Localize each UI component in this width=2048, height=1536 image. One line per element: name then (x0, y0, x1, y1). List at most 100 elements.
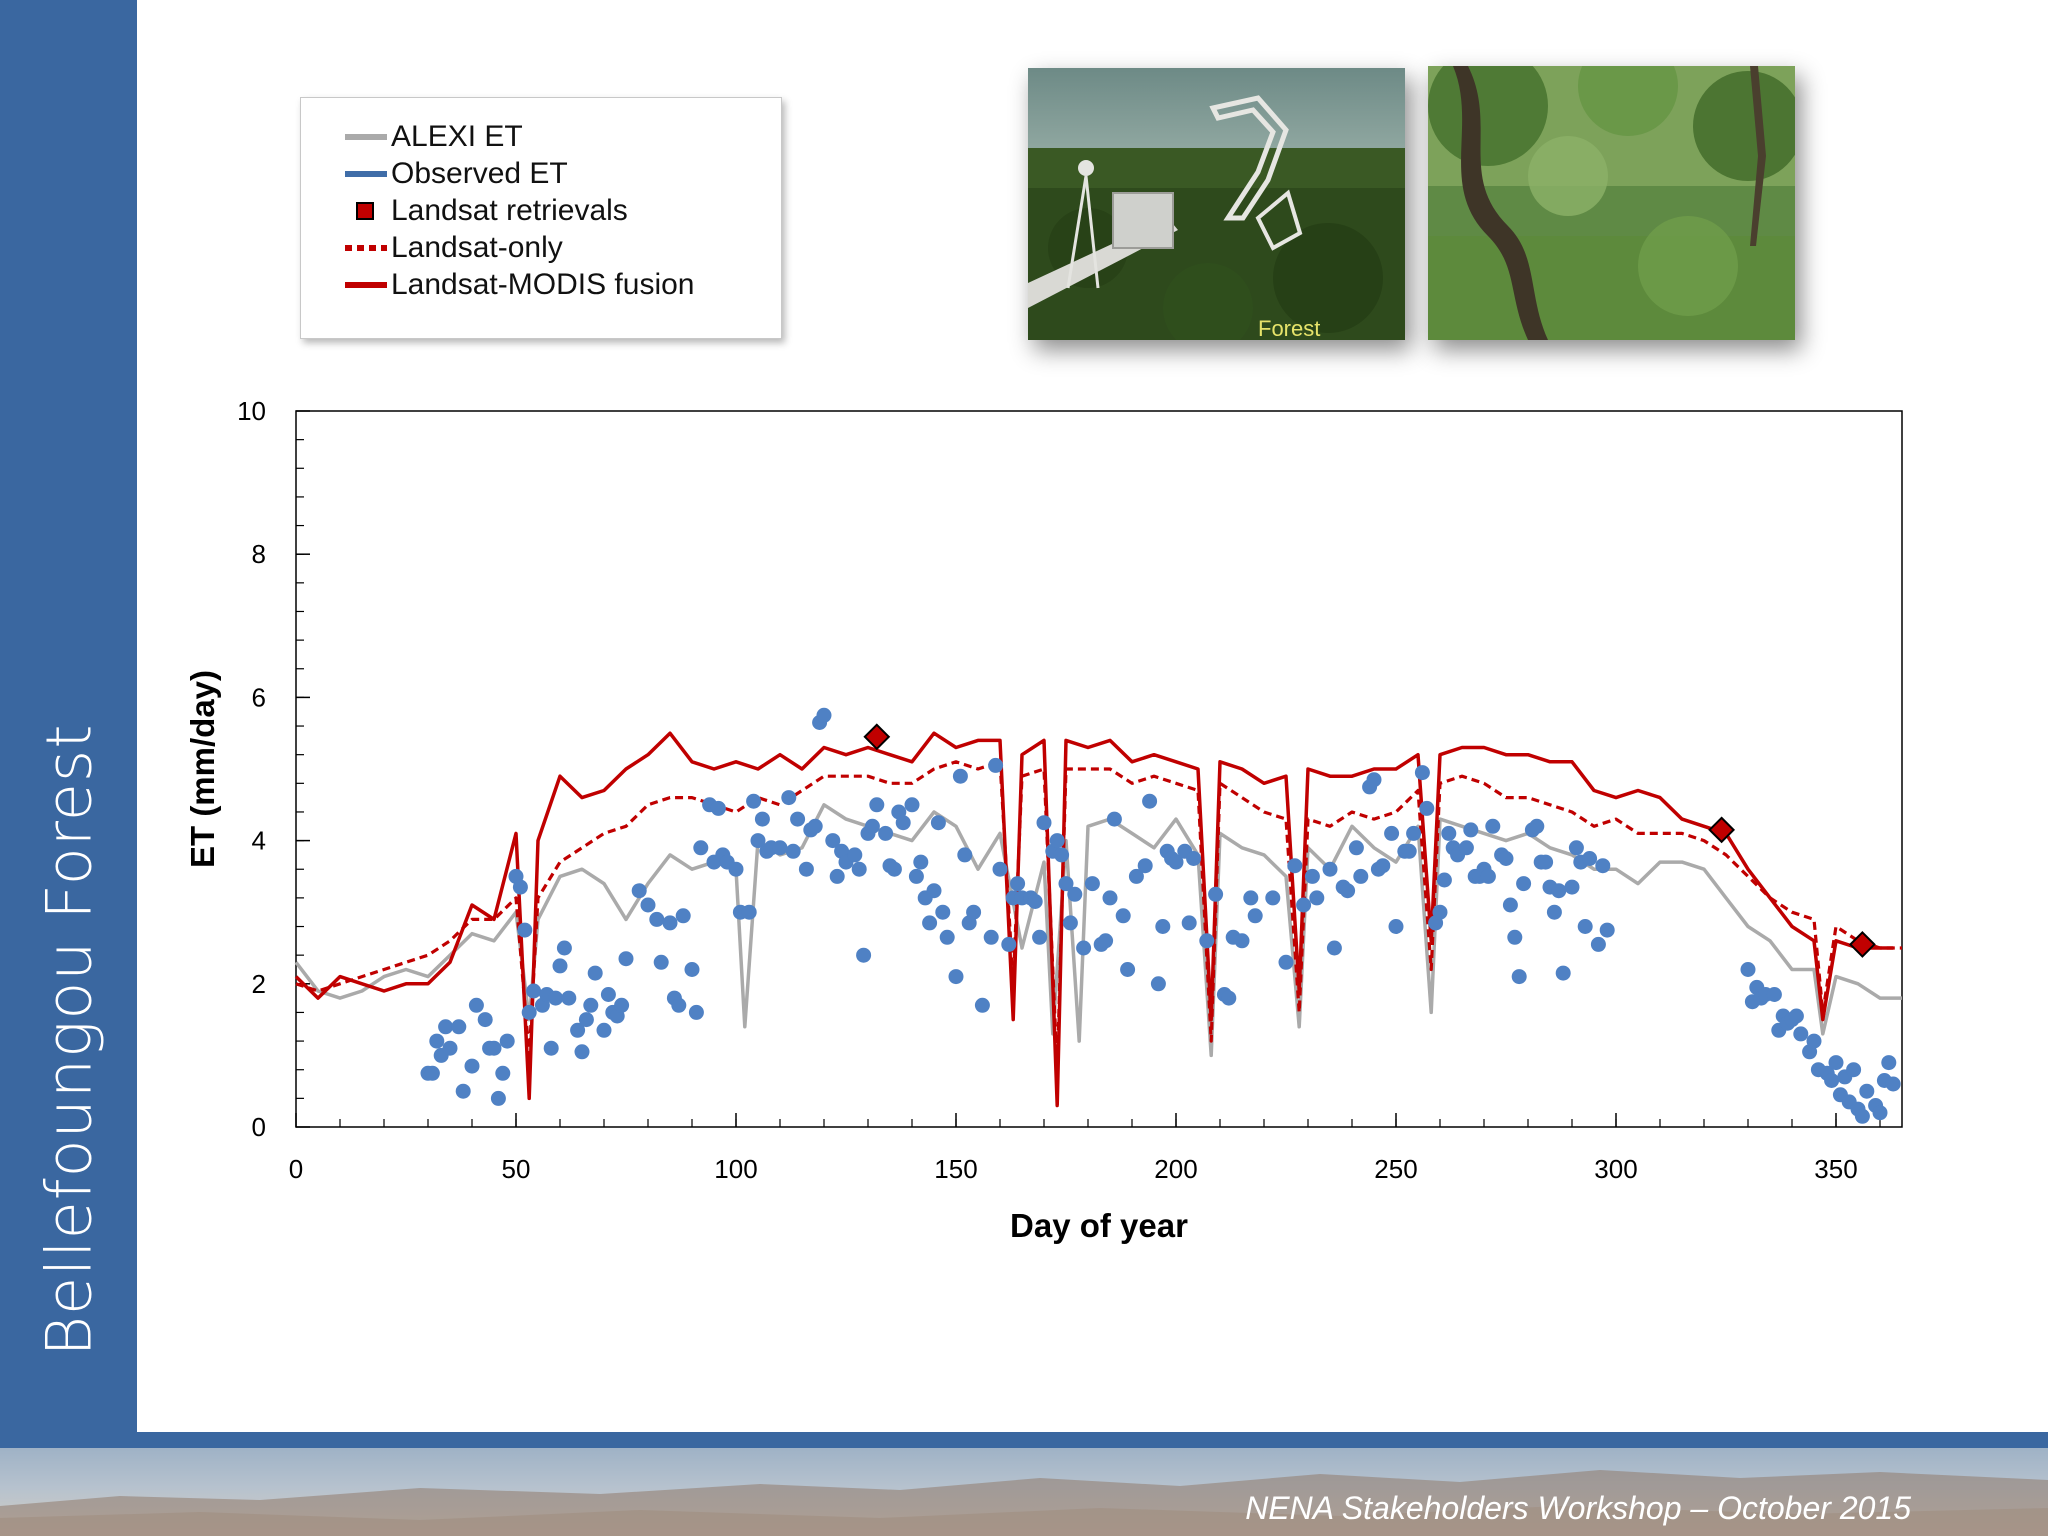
y-tick-label: 2 (252, 969, 266, 999)
observed-point (741, 904, 757, 920)
observed-point (1049, 833, 1065, 849)
observed-point (1106, 811, 1122, 827)
observed-point (1546, 904, 1562, 920)
observed-point (1516, 876, 1532, 892)
observed-point (952, 768, 968, 784)
observed-point (807, 818, 823, 834)
legend-item-landsat-only: Landsat-only (345, 229, 563, 266)
observed-point (1054, 847, 1070, 863)
observed-point (552, 958, 568, 974)
observed-point (424, 1065, 440, 1081)
landsat-retrieval-marker (863, 723, 891, 751)
observed-point (1502, 897, 1518, 913)
observed-point (1595, 858, 1611, 874)
legend-label: Landsat retrievals (391, 193, 628, 227)
observed-point (930, 815, 946, 831)
observed-point (1181, 915, 1197, 931)
observed-point (662, 915, 678, 931)
observed-point (1375, 858, 1391, 874)
observed-point (1001, 936, 1017, 952)
observed-point (1568, 840, 1584, 856)
observed-point (1199, 933, 1215, 949)
observed-point (1480, 868, 1496, 884)
observed-point (1348, 840, 1364, 856)
observed-point (1881, 1055, 1897, 1071)
observed-point (543, 1040, 559, 1056)
x-tick-label: 100 (714, 1154, 757, 1184)
observed-point (1340, 883, 1356, 899)
sidebar (0, 0, 137, 1432)
flux-tower-photo: Forest (1028, 68, 1405, 340)
observed-point (1234, 933, 1250, 949)
observed-point (935, 904, 951, 920)
y-tick-label: 0 (252, 1112, 266, 1142)
x-axis: 0 50 100 150 200 250 300 350 (289, 1113, 1858, 1184)
observed-point (851, 861, 867, 877)
observed-point (1846, 1062, 1862, 1078)
footer-banner: NENA Stakeholders Workshop – October 201… (0, 1448, 2048, 1536)
observed-point (754, 811, 770, 827)
legend-swatch-dashed (345, 239, 389, 257)
observed-point (1885, 1076, 1901, 1092)
observed-point (1036, 815, 1052, 831)
observed-point (675, 908, 691, 924)
observed-point (1287, 858, 1303, 874)
observed-point (864, 818, 880, 834)
observed-point (1432, 904, 1448, 920)
observed-point (1485, 818, 1501, 834)
legend-item-fusion: Landsat-MODIS fusion (345, 266, 694, 303)
observed-point (618, 951, 634, 967)
observed-point (798, 861, 814, 877)
x-tick-label: 300 (1594, 1154, 1637, 1184)
observed-point (957, 847, 973, 863)
observed-point (895, 815, 911, 831)
observed-point (1824, 1073, 1840, 1088)
y-tick-label: 8 (252, 539, 266, 569)
observed-point (521, 1004, 537, 1020)
observed-point (913, 854, 929, 870)
observed-point (922, 915, 938, 931)
observed-point (1326, 940, 1342, 956)
observed-point (1304, 868, 1320, 884)
observed-point (1582, 851, 1598, 866)
observed-point (1406, 825, 1422, 841)
observed-point (1599, 922, 1615, 938)
observed-point (886, 861, 902, 877)
legend-item-alexi: ALEXI ET (345, 118, 523, 155)
observed-point (1058, 876, 1074, 892)
observed-point (495, 1065, 511, 1081)
observed-point (693, 840, 709, 856)
observed-point (429, 1033, 445, 1049)
observed-point (790, 811, 806, 827)
photo-caption: Forest (1258, 316, 1321, 340)
observed-point (468, 997, 484, 1013)
observed-point (499, 1033, 515, 1049)
observed-point (1243, 890, 1259, 906)
observed-point (587, 965, 603, 981)
observed-point (829, 868, 845, 884)
observed-point (1155, 919, 1171, 934)
observed-point (1507, 929, 1523, 945)
observed-point (486, 1040, 502, 1056)
observed-point (1854, 1108, 1870, 1124)
observed-point (684, 962, 700, 977)
observed-point (1067, 886, 1083, 902)
observed-point (856, 947, 872, 963)
observed-point (1859, 1083, 1875, 1099)
observed-point (1828, 1055, 1844, 1071)
observed-point (908, 868, 924, 884)
observed-point (785, 843, 801, 859)
observed-point (1551, 883, 1567, 899)
observed-point (974, 997, 990, 1013)
y-axis-title: ET (mm/day) (184, 670, 221, 868)
series-line-landsat-only (295, 760, 1902, 1072)
landsat-retrieval-marker (1848, 931, 1876, 958)
observed-point (1564, 879, 1580, 895)
observed-point (988, 757, 1004, 773)
observed-point (939, 929, 955, 945)
y-tick-label: 10 (237, 396, 266, 426)
observed-point (926, 883, 942, 899)
observed-point (1463, 822, 1479, 838)
observed-point (1102, 890, 1118, 906)
plot-area (295, 410, 1903, 1128)
